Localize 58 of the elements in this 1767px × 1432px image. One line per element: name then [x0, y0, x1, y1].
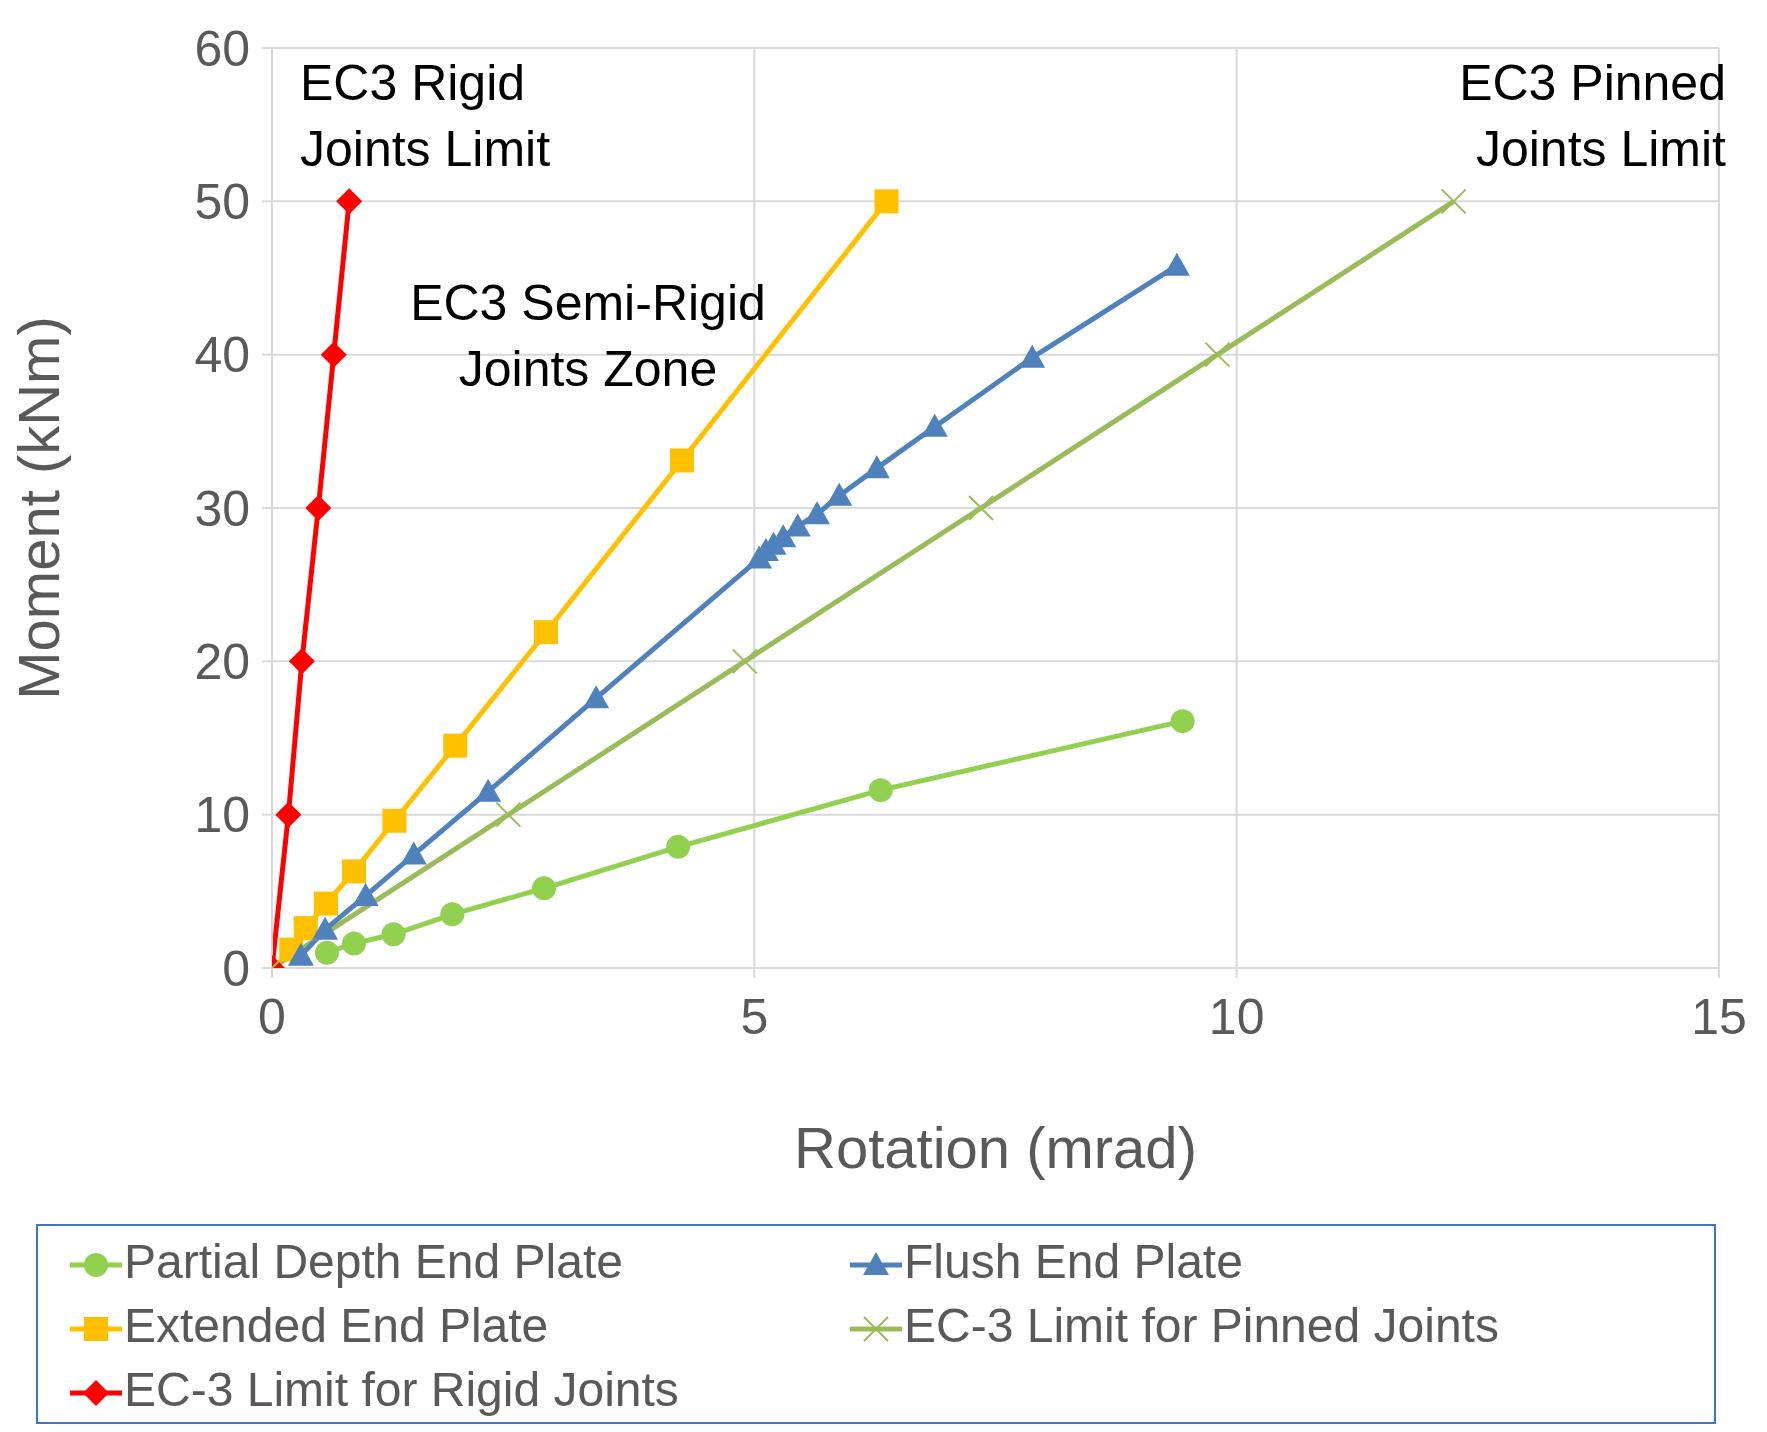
- y-tick-label: 0: [222, 940, 250, 997]
- point: [532, 876, 557, 901]
- legend-label: Partial Depth End Plate: [124, 1235, 623, 1288]
- legend-label: Flush End Plate: [904, 1235, 1243, 1288]
- point: [533, 620, 558, 645]
- y-tick-label: 30: [194, 480, 250, 537]
- x-tick-label: 15: [1691, 988, 1747, 1045]
- point: [382, 808, 407, 833]
- point: [336, 188, 363, 215]
- point: [863, 455, 890, 479]
- point: [288, 648, 315, 675]
- point: [1170, 709, 1195, 734]
- point: [293, 916, 318, 941]
- point: [868, 778, 893, 803]
- annotation: EC3 Rigid Joints Limit: [300, 54, 552, 179]
- point: [443, 733, 468, 758]
- point: [342, 859, 366, 884]
- y-tick-label: 40: [194, 327, 250, 384]
- point: [1204, 341, 1231, 368]
- point: [314, 891, 339, 916]
- y-tick-label: 50: [194, 174, 250, 231]
- point: [400, 841, 427, 865]
- y-axis-title: Moment (kNm): [5, 316, 71, 700]
- point: [495, 801, 522, 828]
- point: [440, 902, 465, 927]
- y-tick-label: 10: [194, 787, 250, 844]
- point: [583, 685, 610, 709]
- point: [352, 882, 379, 906]
- y-tick-label: 20: [194, 634, 250, 691]
- point: [1019, 344, 1046, 368]
- point: [666, 834, 691, 859]
- point: [826, 482, 853, 506]
- point: [669, 448, 694, 473]
- point: [305, 495, 332, 521]
- y-tick-label: 60: [194, 20, 250, 77]
- point: [1163, 252, 1190, 276]
- annotation: EC3 Pinned Joints Limit: [1458, 54, 1726, 179]
- x-tick-label: 0: [258, 988, 286, 1045]
- point: [342, 931, 366, 956]
- point: [804, 501, 831, 525]
- point: [275, 801, 302, 828]
- legend-label: EC-3 Limit for Rigid Joints: [124, 1363, 679, 1416]
- point: [381, 922, 406, 947]
- point: [1440, 188, 1467, 215]
- legend-label: Extended End Plate: [124, 1299, 549, 1352]
- x-tick-label: 5: [740, 988, 769, 1045]
- point: [287, 942, 314, 966]
- legend-label: EC-3 Limit for Pinned Joints: [904, 1299, 1499, 1352]
- point: [731, 648, 758, 675]
- point: [312, 916, 339, 940]
- point: [874, 189, 899, 214]
- point: [314, 940, 339, 965]
- x-tick-label: 10: [1208, 988, 1265, 1045]
- x-axis-title: Rotation (mrad): [794, 1115, 1197, 1180]
- annotation: EC3 Semi-Rigid Joints Zone: [409, 274, 767, 399]
- point: [475, 778, 502, 802]
- point: [320, 341, 347, 368]
- point: [968, 495, 995, 521]
